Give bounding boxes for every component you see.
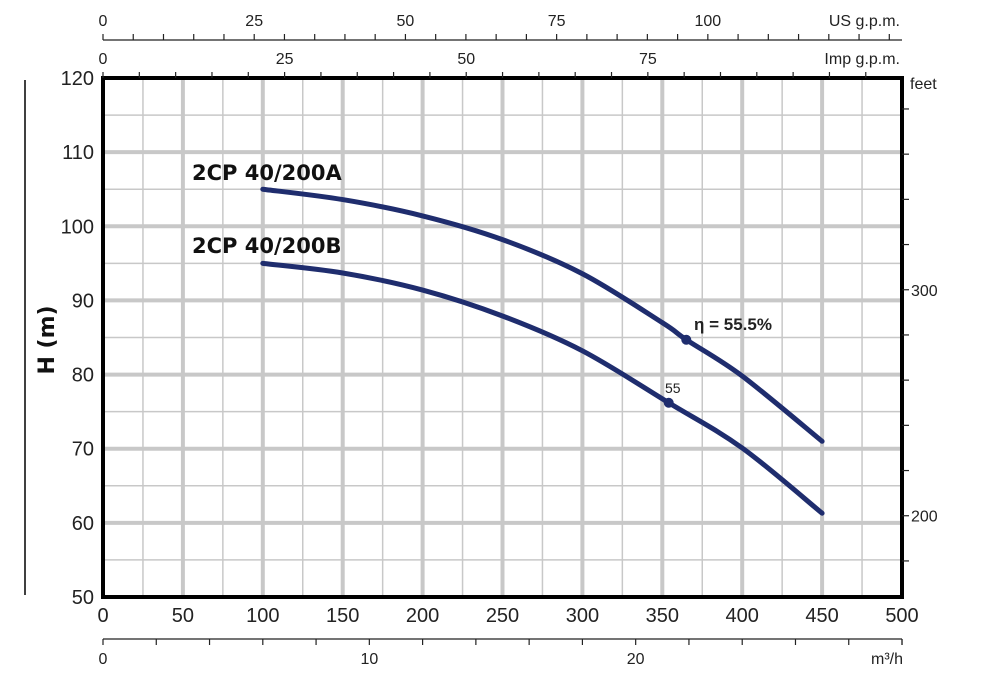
right-feet-unit-label: feet <box>910 76 937 93</box>
bottom-m3h-unit-label: m³/h <box>871 651 903 668</box>
top-imp-tick-label: 75 <box>639 51 657 68</box>
bottom-m3h-tick-label: 0 <box>99 651 108 668</box>
y-tick-label: 110 <box>62 142 94 164</box>
top-us-tick-label: 25 <box>245 13 263 30</box>
y-tick-label: 120 <box>61 68 94 90</box>
x-tick-label: 150 <box>326 605 359 627</box>
right-feet-tick-label: 200 <box>911 509 938 526</box>
annotation-efficiency-b: 55 <box>665 380 681 396</box>
top-imp-tick-label: 50 <box>457 51 475 68</box>
y-tick-label: 60 <box>72 513 94 535</box>
x-tick-label: 50 <box>172 605 194 627</box>
y-axis-label: H (m) <box>35 305 60 374</box>
right-feet-tick-label: 300 <box>911 283 938 300</box>
x-tick-label: 250 <box>486 605 519 627</box>
y-tick-label: 80 <box>72 365 94 387</box>
x-tick-label: 300 <box>566 605 599 627</box>
series-group <box>260 186 825 516</box>
efficiency-point-marker <box>663 397 674 408</box>
x-tick-label: 350 <box>646 605 679 627</box>
series-curve-a <box>260 186 825 444</box>
bottom-m3h-tick-label: 10 <box>360 651 378 668</box>
top-us-tick-label: 75 <box>548 13 566 30</box>
top-us-unit-label: US g.p.m. <box>829 13 900 30</box>
x-tick-label: 0 <box>97 605 108 627</box>
series-curve-b <box>260 260 825 516</box>
efficiency-point-marker <box>681 334 692 345</box>
top-imp-unit-label: Imp g.p.m. <box>824 51 900 68</box>
plot-frame <box>101 76 904 599</box>
annotation-efficiency-a: η = 55.5% <box>694 315 772 334</box>
top-us-tick-label: 50 <box>397 13 415 30</box>
top-us-tick-label: 100 <box>694 13 721 30</box>
x-tick-label: 400 <box>726 605 759 627</box>
grid <box>103 78 902 597</box>
y-tick-label: 50 <box>72 587 94 609</box>
x-tick-label: 200 <box>406 605 439 627</box>
y-tick-label: 100 <box>61 216 94 238</box>
top-imp-tick-label: 25 <box>276 51 294 68</box>
series-label-b: 2CP 40/200B <box>192 234 341 258</box>
y-tick-label: 90 <box>72 290 94 312</box>
x-tick-label: 100 <box>246 605 279 627</box>
top-imp-tick-label: 0 <box>99 51 108 68</box>
bottom-m3h-tick-label: 20 <box>627 651 645 668</box>
y-tick-label: 70 <box>72 439 94 461</box>
x-tick-label: 450 <box>805 605 838 627</box>
series-label-a: 2CP 40/200A <box>192 161 342 185</box>
x-tick-label: 500 <box>885 605 918 627</box>
top-us-tick-label: 0 <box>99 13 108 30</box>
